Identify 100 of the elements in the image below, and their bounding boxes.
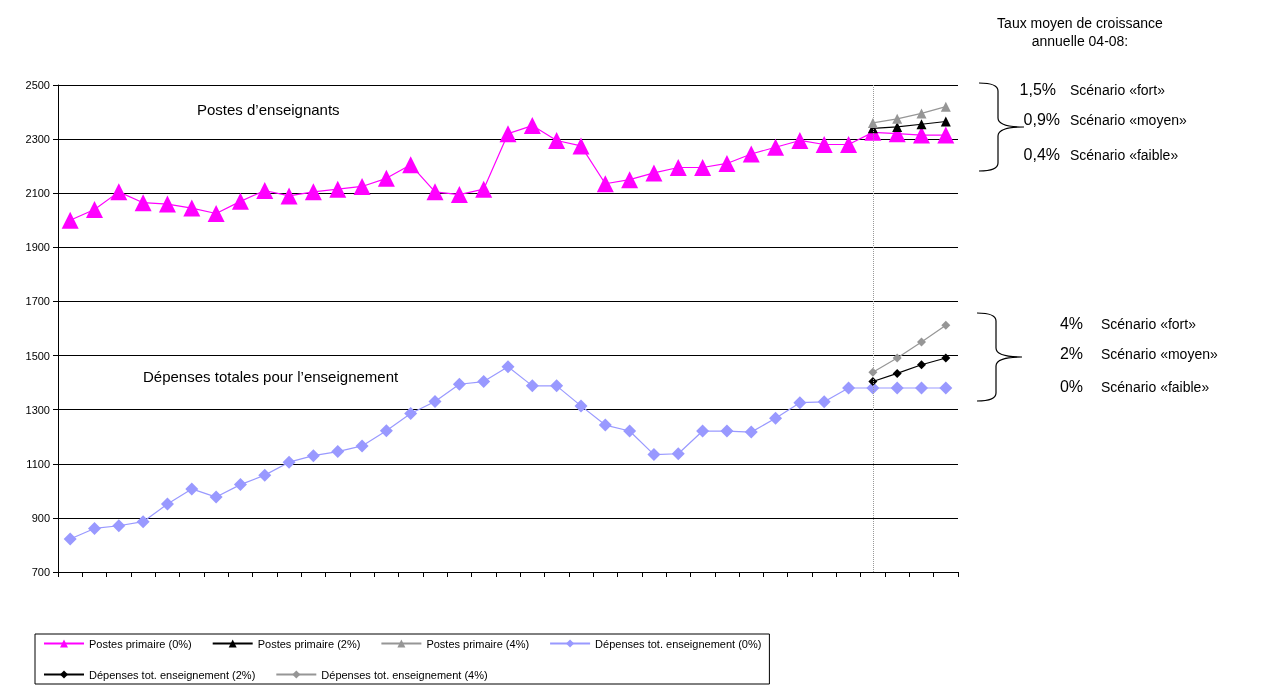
point <box>892 353 902 363</box>
point <box>916 119 927 130</box>
point <box>158 195 176 213</box>
point <box>258 468 272 482</box>
point <box>867 117 878 128</box>
point <box>404 406 418 420</box>
text: 0% <box>1059 377 1083 397</box>
point <box>669 159 687 177</box>
point <box>353 177 371 195</box>
point <box>525 379 539 393</box>
legend-label: Postes primaire (2%) <box>257 637 361 650</box>
text: 0,4% <box>1023 145 1060 165</box>
point <box>331 445 345 459</box>
point <box>233 478 247 492</box>
point <box>718 154 736 172</box>
point <box>915 381 929 395</box>
point <box>304 183 322 201</box>
point <box>916 108 927 119</box>
y-tick-label: 1100 <box>26 457 50 470</box>
point <box>475 180 493 198</box>
point <box>793 396 807 410</box>
point <box>377 169 395 187</box>
point <box>742 145 760 163</box>
point <box>694 159 712 177</box>
point <box>769 411 783 425</box>
point <box>939 381 953 395</box>
point <box>136 515 150 529</box>
point <box>647 448 661 462</box>
point <box>450 186 468 204</box>
text: Scénario «moyen» <box>1101 346 1218 364</box>
point <box>940 116 951 127</box>
text: Scénario «fort» <box>1101 316 1196 334</box>
point <box>940 101 951 112</box>
point <box>623 424 637 438</box>
y-tick-label: 900 <box>31 511 50 524</box>
y-tick-label: 2300 <box>25 133 50 146</box>
point <box>744 425 758 439</box>
point <box>85 200 103 218</box>
point <box>207 205 225 223</box>
point <box>817 395 831 409</box>
point <box>160 497 174 511</box>
point <box>890 381 904 395</box>
y-tick-label: 1300 <box>25 403 50 416</box>
text: Scénario «faible» <box>1101 379 1210 397</box>
point <box>892 113 903 124</box>
point <box>842 381 856 395</box>
point <box>696 424 710 438</box>
point <box>840 136 858 154</box>
text: 0,9% <box>1023 110 1060 130</box>
point <box>355 439 369 453</box>
point <box>501 360 515 374</box>
point <box>256 182 274 200</box>
point <box>402 156 420 174</box>
point <box>185 482 199 496</box>
point <box>815 136 833 154</box>
point <box>379 424 393 438</box>
text: 2% <box>1059 344 1083 364</box>
text: Taux moyen de croissance annuelle 04-08: <box>997 15 1163 50</box>
point <box>477 375 491 389</box>
point <box>720 424 734 438</box>
annotation: Dépenses totales pour l’enseignement <box>143 368 399 387</box>
text: Scénario «faible» <box>1070 147 1179 165</box>
annotation: Postes d’enseignants <box>197 101 340 120</box>
point <box>621 171 639 189</box>
legend-label: Postes primaire (4%) <box>426 637 530 650</box>
point <box>917 337 927 347</box>
point <box>892 368 902 378</box>
y-tick-label: 2100 <box>25 187 50 200</box>
point <box>868 377 878 387</box>
point <box>941 320 951 330</box>
text: Scénario «fort» <box>1070 82 1165 100</box>
point <box>574 399 588 413</box>
text: 1,5% <box>1019 80 1056 100</box>
point <box>428 395 442 409</box>
point <box>134 194 152 212</box>
legend-label: Dépenses tot. enseignement (4%) <box>321 668 488 681</box>
y-tick-label: 1700 <box>25 295 50 308</box>
point <box>596 175 614 193</box>
point <box>671 447 685 461</box>
point <box>426 183 444 201</box>
point <box>645 164 663 182</box>
point <box>209 490 223 504</box>
legend-label: Dépenses tot. enseignement (0%) <box>595 637 762 650</box>
y-tick-label: 2500 <box>25 79 50 91</box>
point <box>572 137 590 155</box>
point <box>550 379 564 393</box>
point <box>941 353 951 363</box>
point <box>523 117 541 135</box>
y-tick-label: 700 <box>31 566 50 578</box>
point <box>499 125 517 143</box>
point <box>329 180 347 198</box>
point <box>548 131 566 149</box>
point <box>306 449 320 463</box>
y-tick-label: 1500 <box>25 349 50 362</box>
point <box>63 532 77 546</box>
point <box>110 183 128 201</box>
point <box>917 360 927 370</box>
legend-label: Postes primaire (0%) <box>89 637 192 650</box>
point <box>767 138 785 156</box>
point <box>937 126 955 144</box>
